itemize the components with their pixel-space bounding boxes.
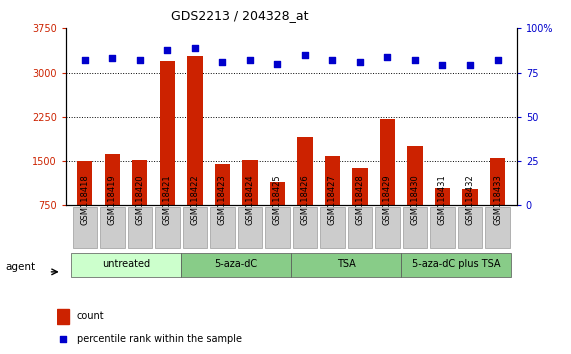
Bar xyxy=(160,61,175,205)
Point xyxy=(383,54,392,59)
Text: agent: agent xyxy=(6,262,36,272)
Bar xyxy=(435,188,450,205)
Text: GSM118431: GSM118431 xyxy=(438,175,447,225)
Bar xyxy=(187,56,203,205)
Bar xyxy=(132,160,147,205)
Bar xyxy=(380,119,395,205)
FancyBboxPatch shape xyxy=(265,207,290,248)
Bar xyxy=(57,309,69,324)
FancyBboxPatch shape xyxy=(348,207,372,248)
Text: GSM118428: GSM118428 xyxy=(356,175,364,225)
FancyBboxPatch shape xyxy=(71,253,181,276)
Point xyxy=(411,57,420,63)
Text: GSM118423: GSM118423 xyxy=(218,175,227,225)
Point xyxy=(493,57,502,63)
Text: untreated: untreated xyxy=(102,259,150,269)
Text: GSM118422: GSM118422 xyxy=(191,175,199,225)
Text: percentile rank within the sample: percentile rank within the sample xyxy=(77,334,242,344)
FancyBboxPatch shape xyxy=(183,207,207,248)
FancyBboxPatch shape xyxy=(291,253,401,276)
Point xyxy=(108,56,117,61)
Text: GSM118433: GSM118433 xyxy=(493,175,502,225)
Bar xyxy=(77,161,93,205)
Text: GSM118427: GSM118427 xyxy=(328,175,337,225)
FancyBboxPatch shape xyxy=(292,207,317,248)
FancyBboxPatch shape xyxy=(210,207,235,248)
Bar xyxy=(352,168,368,205)
Text: GSM118421: GSM118421 xyxy=(163,175,172,225)
Bar xyxy=(490,158,505,205)
Point xyxy=(81,57,90,63)
Point xyxy=(438,63,447,68)
Bar xyxy=(215,164,230,205)
FancyBboxPatch shape xyxy=(403,207,427,248)
FancyBboxPatch shape xyxy=(401,253,511,276)
Text: count: count xyxy=(77,311,104,321)
Point xyxy=(246,57,255,63)
Point xyxy=(163,47,172,52)
FancyBboxPatch shape xyxy=(375,207,400,248)
Text: GSM118429: GSM118429 xyxy=(383,175,392,225)
Bar xyxy=(105,154,120,205)
Point xyxy=(328,57,337,63)
Text: GSM118420: GSM118420 xyxy=(135,175,144,225)
Point xyxy=(352,253,361,259)
Point xyxy=(355,59,364,65)
Text: GSM118419: GSM118419 xyxy=(108,175,117,225)
Text: GSM118418: GSM118418 xyxy=(81,175,90,225)
Text: 5-aza-dC plus TSA: 5-aza-dC plus TSA xyxy=(412,259,501,269)
Bar xyxy=(408,146,423,205)
Text: GSM118424: GSM118424 xyxy=(246,175,255,225)
Text: GSM118430: GSM118430 xyxy=(411,175,420,225)
Bar xyxy=(270,182,285,205)
FancyBboxPatch shape xyxy=(320,207,345,248)
Text: TSA: TSA xyxy=(337,259,356,269)
Point xyxy=(273,61,282,67)
FancyBboxPatch shape xyxy=(100,207,125,248)
Point xyxy=(465,63,475,68)
FancyBboxPatch shape xyxy=(485,207,510,248)
FancyBboxPatch shape xyxy=(430,207,455,248)
Bar xyxy=(325,156,340,205)
FancyBboxPatch shape xyxy=(127,207,152,248)
FancyBboxPatch shape xyxy=(73,207,97,248)
FancyBboxPatch shape xyxy=(457,207,482,248)
FancyBboxPatch shape xyxy=(238,207,262,248)
Point xyxy=(135,57,144,63)
FancyBboxPatch shape xyxy=(155,207,180,248)
Point xyxy=(190,45,199,51)
Text: GSM118426: GSM118426 xyxy=(300,175,309,225)
Text: GDS2213 / 204328_at: GDS2213 / 204328_at xyxy=(171,9,308,22)
Bar xyxy=(297,137,312,205)
Text: GSM118425: GSM118425 xyxy=(273,175,282,225)
Bar xyxy=(463,189,477,205)
Point xyxy=(218,59,227,65)
Text: GSM118432: GSM118432 xyxy=(465,175,475,225)
FancyBboxPatch shape xyxy=(181,253,291,276)
Point xyxy=(300,52,309,58)
Bar xyxy=(242,160,258,205)
Text: 5-aza-dC: 5-aza-dC xyxy=(215,259,258,269)
